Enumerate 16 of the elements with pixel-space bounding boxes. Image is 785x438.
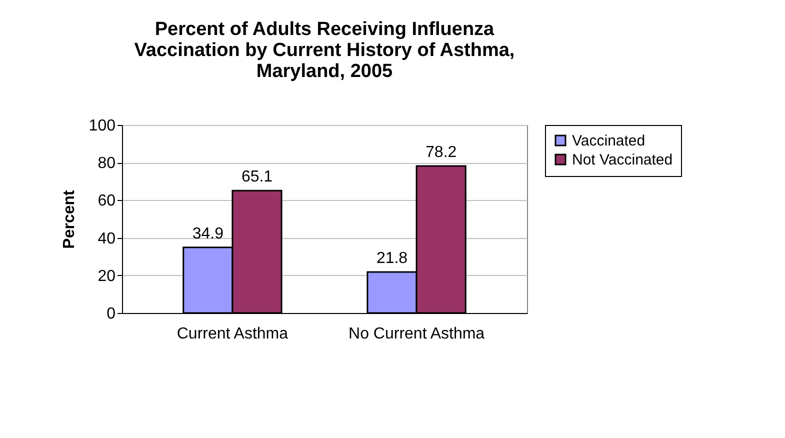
data-label: 78.2 xyxy=(426,144,457,161)
chart-title: Percent of Adults Receiving Influenza Vaccination by Current History of Asthma, Maryland, 2005 xyxy=(134,19,515,82)
y-axis-title: Percent xyxy=(60,189,78,249)
y-tick-label: 0 xyxy=(106,306,116,322)
y-tick-label: 40 xyxy=(98,230,116,248)
y-tick-label: 60 xyxy=(98,192,116,210)
legend-label: Not Vaccinated xyxy=(572,152,673,168)
legend-label: Vaccinated xyxy=(572,132,646,150)
data-label: 65.1 xyxy=(241,168,273,186)
x-tick-label: Current Asthma xyxy=(176,326,288,342)
data-label: 34.9 xyxy=(192,225,224,242)
y-tick-label: 20 xyxy=(98,268,116,285)
x-tick-label: No Current Asthma xyxy=(348,326,485,342)
y-tick-label: 80 xyxy=(98,155,116,172)
data-label: 21.8 xyxy=(376,250,408,268)
y-tick-label: 100 xyxy=(88,118,116,134)
